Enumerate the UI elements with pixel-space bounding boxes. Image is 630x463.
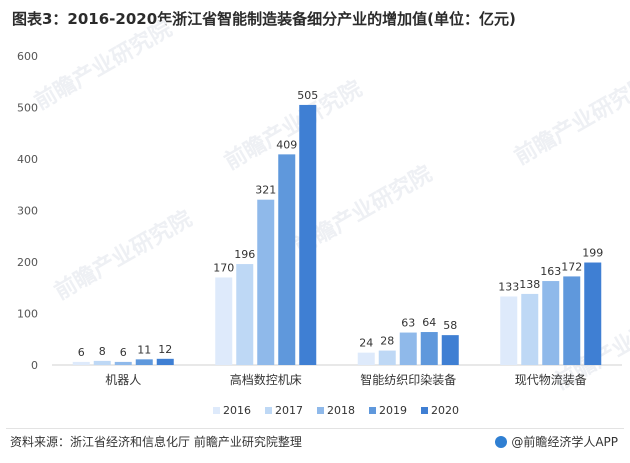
bars: [72, 104, 602, 366]
y-tick-label: 300: [17, 205, 38, 218]
legend-swatch-2018: [317, 407, 324, 414]
legend-label: 2017: [275, 404, 303, 417]
source-note: 资料来源：浙江省经济和信息化厅 前瞻产业研究院整理: [10, 435, 302, 449]
legend-swatch-2016: [213, 407, 220, 414]
bar-2017-4: [521, 293, 539, 365]
bar-value-label: 8: [99, 345, 106, 358]
legend-label: 2020: [431, 404, 459, 417]
watermark-text: 前瞻产业研究院: [30, 16, 176, 116]
x-axis-labels: 机器人 高档数控机床 智能纺织印染装备 现代物流装备: [105, 372, 587, 387]
legend: 2016 2017 2018 2019 2020: [213, 404, 459, 417]
bar-value-label: 63: [401, 317, 415, 330]
y-axis-ticks: 0 100 200 300 400 500 600: [17, 50, 38, 372]
bar-2020-4: [584, 262, 602, 365]
bar-2020-2: [299, 104, 317, 366]
legend-swatch-2017: [265, 407, 272, 414]
bar-2016-2: [215, 277, 233, 365]
legend-label: 2019: [379, 404, 407, 417]
bar-value-label: 321: [255, 184, 276, 197]
watermarks: 前瞻产业研究院前瞻产业研究院前瞻产业研究院前瞻产业研究院前瞻产业研究院前瞻产业研…: [30, 16, 630, 396]
brand-logo-icon: [495, 436, 508, 448]
y-tick-label: 400: [17, 153, 38, 166]
y-tick-label: 500: [17, 102, 38, 115]
bar-value-label: 163: [540, 265, 561, 278]
footer-divider: [6, 428, 624, 429]
bar-value-label: 172: [561, 260, 582, 273]
brand-credit: @前瞻经济学人APP: [495, 433, 618, 450]
bar-value-label: 6: [120, 346, 127, 359]
bar-2016-4: [500, 296, 518, 365]
bar-value-label: 28: [380, 335, 394, 348]
bar-value-label: 24: [359, 337, 373, 350]
bar-2016-3: [357, 352, 375, 365]
bar-value-label: 409: [276, 138, 297, 151]
bar-2019-2: [278, 154, 296, 365]
bar-value-label: 170: [213, 261, 234, 274]
bar-value-label: 6: [78, 346, 85, 359]
y-tick-label: 100: [17, 308, 38, 321]
legend-swatch-2019: [369, 407, 376, 414]
x-category-label: 机器人: [105, 373, 141, 387]
bar-2016-1: [72, 361, 90, 365]
bar-2018-3: [399, 332, 417, 365]
bar-2018-1: [114, 361, 132, 365]
x-category-label: 智能纺织印染装备: [360, 372, 456, 387]
x-category-label: 高档数控机床: [230, 372, 302, 387]
bar-value-label: 64: [422, 316, 436, 329]
x-category-label: 现代物流装备: [515, 373, 587, 387]
bar-value-label: 12: [158, 343, 172, 356]
bar-2019-1: [135, 359, 153, 365]
chart-title: 图表3：2016-2020年浙江省智能制造装备细分产业的增加值(单位：亿元): [12, 10, 516, 28]
bar-value-label: 58: [443, 319, 457, 332]
brand-credit-text: @前瞻经济学人APP: [511, 435, 618, 449]
bar-2017-3: [378, 350, 396, 365]
legend-label: 2016: [223, 404, 251, 417]
bar-2020-3: [441, 335, 459, 365]
y-tick-label: 0: [31, 359, 38, 372]
bar-value-label: 196: [234, 248, 255, 261]
bar-2017-2: [236, 264, 254, 365]
bar-value-label: 133: [498, 281, 519, 294]
y-tick-label: 600: [17, 50, 38, 63]
watermark-text: 前瞻产业研究院: [510, 71, 630, 171]
bar-value-label: 138: [519, 278, 540, 291]
bar-2018-2: [257, 199, 275, 365]
legend-label: 2018: [327, 404, 355, 417]
legend-swatch-2020: [421, 407, 428, 414]
bar-value-label: 199: [582, 247, 603, 260]
bar-2018-4: [542, 281, 560, 365]
bar-2020-1: [156, 358, 174, 365]
bar-2017-1: [93, 360, 111, 365]
bar-2019-3: [420, 332, 438, 365]
bar-2019-4: [563, 276, 581, 365]
bar-value-label: 505: [297, 89, 318, 102]
bar-value-label: 11: [137, 343, 151, 356]
watermark-text: 前瞻产业研究院: [50, 206, 196, 306]
y-tick-label: 200: [17, 256, 38, 269]
